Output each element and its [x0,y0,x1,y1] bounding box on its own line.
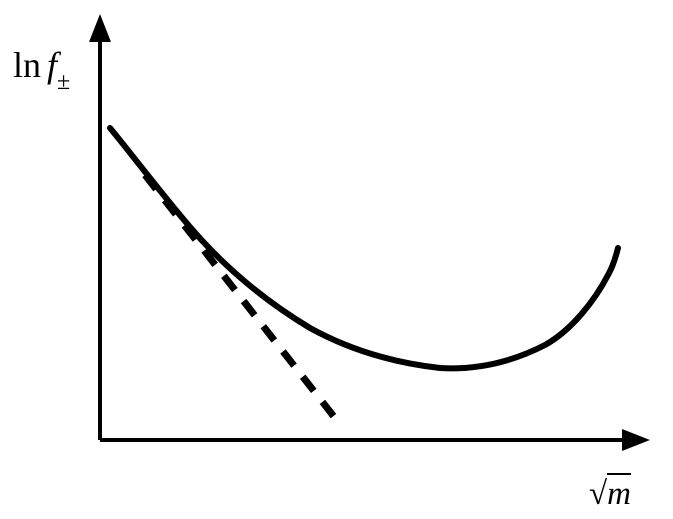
y-label-f: f [47,45,57,85]
x-label-m: m [607,473,631,512]
solid-curve [110,128,618,368]
x-axis-arrowhead [622,429,650,451]
chart-svg [0,0,673,519]
activity-coefficient-chart: lnf± m [0,0,673,519]
y-axis-arrowhead [89,14,111,42]
y-label-pm: ± [57,69,70,95]
y-label-ln: ln [13,45,41,85]
x-label-sqrt-icon [589,476,607,513]
x-axis-label: m [589,476,631,513]
y-axis-label: lnf± [13,44,70,92]
